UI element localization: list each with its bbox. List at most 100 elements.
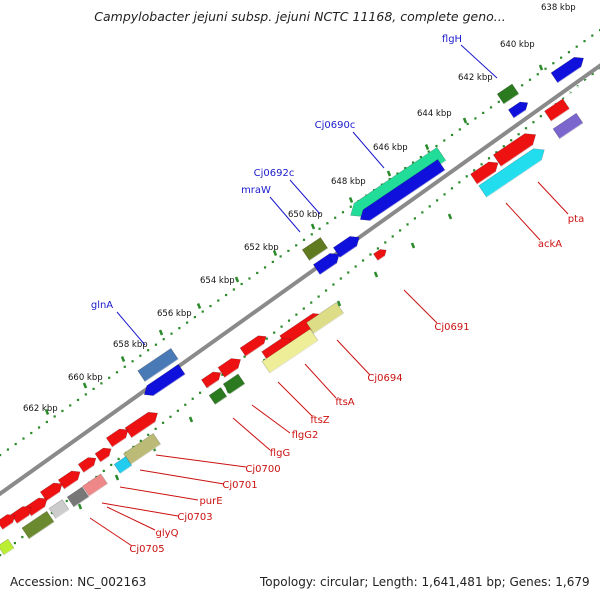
gene-red xyxy=(239,335,267,357)
dot xyxy=(532,121,535,124)
gene-highlight xyxy=(130,443,161,465)
gene-highlight xyxy=(319,262,337,276)
tick-mark-lower xyxy=(373,271,379,278)
dot xyxy=(191,397,194,400)
label-leader xyxy=(403,289,438,324)
dot xyxy=(0,454,2,457)
dot xyxy=(427,150,430,153)
dot xyxy=(419,155,422,159)
dot xyxy=(65,499,68,503)
dot xyxy=(295,313,298,316)
label-leader xyxy=(116,311,146,346)
tick-mark xyxy=(82,382,88,389)
label-Cj0691: Cj0691 xyxy=(434,322,469,333)
dot xyxy=(169,415,172,418)
dot xyxy=(45,420,48,424)
dot xyxy=(544,67,547,70)
dot xyxy=(14,442,17,446)
gene-blue xyxy=(507,101,529,119)
dot xyxy=(69,404,72,407)
gene-Cj0701 xyxy=(82,473,108,497)
gene-body xyxy=(222,373,246,395)
gene-body xyxy=(470,161,499,185)
gene-body xyxy=(217,358,241,378)
dot xyxy=(102,469,105,473)
tick-label: 646 kbp xyxy=(373,143,408,153)
gene-body xyxy=(21,510,55,540)
gene-highlight xyxy=(28,521,55,540)
tick-label: 650 kbp xyxy=(288,210,323,220)
genome-stats-text: Topology: circular; Length: 1,641,481 bp… xyxy=(260,575,590,589)
dot xyxy=(131,360,134,363)
tick-mark-lower xyxy=(447,213,453,220)
gene-highlight xyxy=(100,455,110,463)
gene-highlight xyxy=(224,368,239,378)
gene-body xyxy=(113,456,133,474)
dot xyxy=(240,282,243,286)
gene-body xyxy=(306,302,344,334)
gene-highlight xyxy=(269,340,319,374)
tick-mark-lower xyxy=(410,242,416,249)
dot xyxy=(115,371,119,374)
dot xyxy=(184,403,187,406)
gene-Cj0694 xyxy=(306,302,344,334)
gene-blue xyxy=(332,236,360,259)
gene-highlight xyxy=(3,547,15,556)
tick-mark xyxy=(44,409,50,415)
label-leader xyxy=(277,381,313,417)
dot xyxy=(552,62,555,65)
label-leader xyxy=(106,506,156,531)
gene-red xyxy=(77,457,97,473)
dot xyxy=(265,337,268,340)
dot xyxy=(132,445,135,448)
tick-mark xyxy=(538,64,544,71)
dot xyxy=(287,249,290,252)
gene-body xyxy=(200,371,222,389)
gene-body xyxy=(261,328,319,374)
dot xyxy=(154,427,157,430)
gene-labels: flgH Cj0690c Cj0692c mraW glnA pta ackA Cj0691 C… xyxy=(89,34,584,555)
dot xyxy=(489,106,493,109)
gene-highlight xyxy=(206,379,219,389)
dot xyxy=(193,316,197,319)
dot xyxy=(465,175,468,178)
dot xyxy=(53,415,56,418)
label-glnA: glnA xyxy=(91,300,113,311)
gene-highlight xyxy=(214,396,228,405)
dot xyxy=(170,332,173,335)
dot xyxy=(30,431,33,435)
gene-red xyxy=(105,428,129,448)
tick-label: 654 kbp xyxy=(200,276,235,286)
tick-mark xyxy=(462,117,468,124)
label-glyQ: glyQ xyxy=(156,528,179,539)
label-mraW: mraW xyxy=(241,185,271,196)
label-leader xyxy=(460,44,498,79)
label-Cj0694: Cj0694 xyxy=(367,373,402,384)
tick-mark xyxy=(310,223,316,230)
dot xyxy=(6,448,9,451)
dot xyxy=(224,293,228,297)
gene-blue xyxy=(312,253,340,276)
gene-flgG2 xyxy=(208,387,228,405)
gene-highlight xyxy=(73,496,90,508)
gene-body xyxy=(208,387,228,405)
dot xyxy=(391,235,394,238)
gene-body xyxy=(544,98,570,122)
gene-red xyxy=(10,506,32,524)
dot xyxy=(334,216,337,219)
dot xyxy=(100,382,103,385)
label-leader xyxy=(289,179,321,215)
gene-ftsA xyxy=(261,328,319,374)
dot xyxy=(411,161,415,164)
gene-highlight xyxy=(55,509,70,519)
tick-mark xyxy=(386,170,392,177)
gene-red xyxy=(373,249,387,262)
gene-red xyxy=(217,358,241,378)
gene-body xyxy=(48,499,70,519)
dot xyxy=(487,157,491,160)
dot xyxy=(161,421,165,424)
dot xyxy=(186,321,189,324)
gene-highlight xyxy=(476,171,496,185)
gene-red xyxy=(124,411,158,439)
